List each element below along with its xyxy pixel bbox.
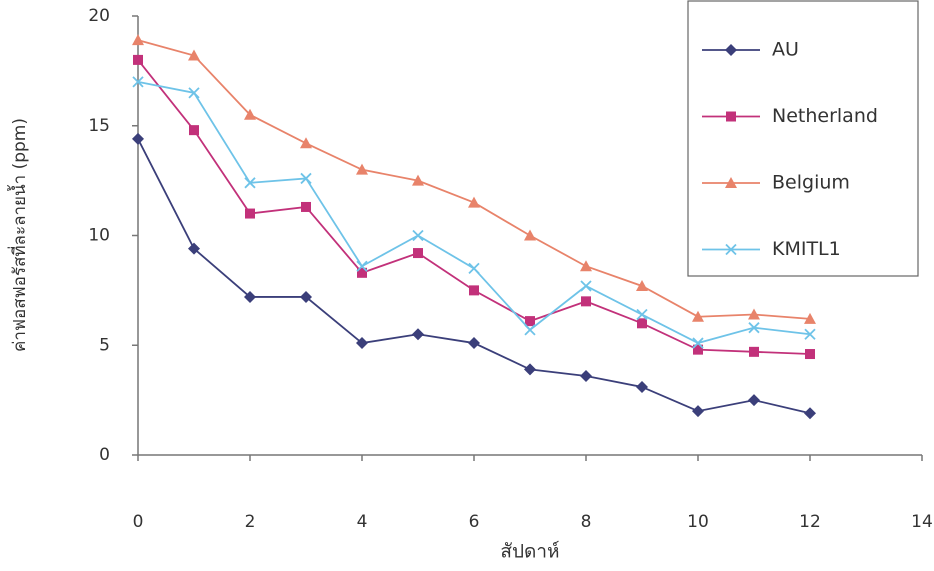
marker xyxy=(580,260,592,271)
x-tick-label: 0 xyxy=(133,512,144,532)
marker xyxy=(581,296,591,306)
legend-marker xyxy=(726,112,736,122)
y-tick-label: 5 xyxy=(99,335,110,355)
x-tick-label: 12 xyxy=(799,512,821,532)
chart: ค่าฟอสฟอรัสที่ละลายน้ำ (ppm) สัปดาห์ 0 5 1… xyxy=(0,0,934,571)
x-tick-label: 6 xyxy=(469,512,480,532)
x-tick-label: 14 xyxy=(911,512,933,532)
marker xyxy=(132,133,144,145)
x-tick-label: 4 xyxy=(357,512,368,532)
marker xyxy=(525,316,535,326)
marker xyxy=(692,405,704,417)
marker xyxy=(804,407,816,419)
marker xyxy=(748,394,760,406)
y-axis-title: ค่าฟอสฟอรัสที่ละลายน้ำ (ppm) xyxy=(7,118,30,352)
marker xyxy=(524,230,536,241)
marker xyxy=(133,55,143,65)
marker xyxy=(805,349,815,359)
marker xyxy=(524,363,536,375)
marker xyxy=(637,310,647,320)
legend-label: Netherland xyxy=(772,105,878,127)
x-tick-label: 10 xyxy=(687,512,709,532)
x-tick-label: 8 xyxy=(581,512,592,532)
marker xyxy=(637,318,647,328)
x-tick-label: 2 xyxy=(245,512,256,532)
marker xyxy=(412,328,424,340)
marker xyxy=(525,325,535,335)
y-tick-label: 20 xyxy=(88,6,110,26)
y-tick-label: 10 xyxy=(88,226,110,246)
marker xyxy=(468,197,480,208)
marker xyxy=(413,231,423,241)
marker xyxy=(300,137,312,148)
marker xyxy=(636,381,648,393)
legend-box xyxy=(688,1,918,276)
marker xyxy=(749,347,759,357)
legend-label: AU xyxy=(772,39,799,61)
marker xyxy=(636,280,648,291)
marker xyxy=(581,281,591,291)
x-axis-title: สัปดาห์ xyxy=(500,541,559,563)
legend-label: KMITL1 xyxy=(772,238,841,260)
y-tick-label: 0 xyxy=(99,445,110,465)
marker xyxy=(413,248,423,258)
marker xyxy=(132,34,144,45)
legend-label: Belgium xyxy=(772,172,850,194)
marker xyxy=(356,164,368,175)
marker xyxy=(468,337,480,349)
marker xyxy=(301,202,311,212)
y-tick-label: 15 xyxy=(88,116,110,136)
marker xyxy=(469,263,479,273)
marker xyxy=(469,285,479,295)
marker xyxy=(580,370,592,382)
marker xyxy=(189,125,199,135)
marker xyxy=(245,209,255,219)
